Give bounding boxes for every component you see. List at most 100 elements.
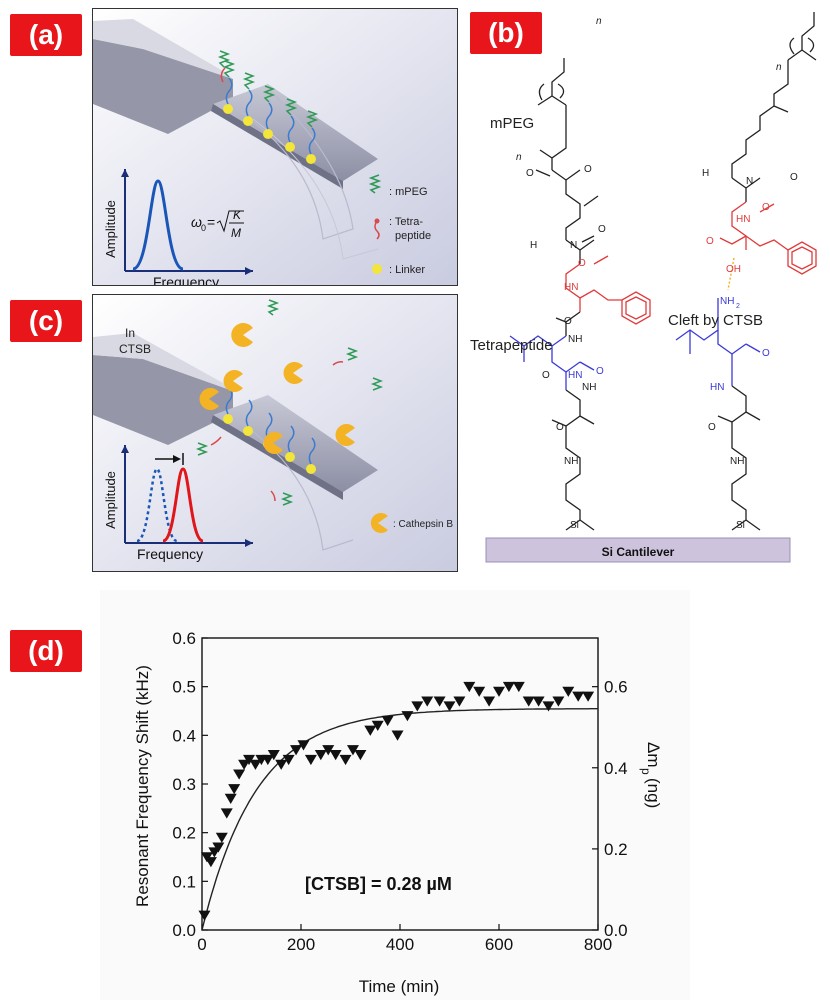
y2-tick-label: 0.4 <box>604 759 628 778</box>
cantilever-beam <box>213 84 378 181</box>
atom-o-blue-1: O <box>596 366 604 377</box>
panel-a-figure: Amplitude Frequency ω 0 = K M : mPEG : T… <box>93 9 457 285</box>
y2-tick-label: 0.0 <box>604 921 628 940</box>
data-point <box>354 750 367 761</box>
x-axis-label: Time (min) <box>359 977 440 996</box>
inset-graph-a <box>121 169 253 275</box>
y-tick-label: 0.1 <box>172 872 196 891</box>
right-leucine <box>675 298 761 386</box>
data-point <box>493 686 505 697</box>
legend-linker: : Linker <box>389 264 425 276</box>
atom-o-blue-2: O <box>762 348 770 359</box>
x-tick-label: 200 <box>287 935 315 954</box>
atom-o-7: O <box>556 422 564 433</box>
cathepsin-b-molecules <box>199 323 355 454</box>
data-point <box>346 745 359 756</box>
legend-a: : mPEG : Tetra- peptide : Linker <box>368 174 431 276</box>
legend-cathepsin: : Cathepsin B <box>393 519 453 530</box>
atom-n-1: N <box>570 240 577 251</box>
atom-h-2: H <box>702 168 709 179</box>
data-point <box>433 696 446 707</box>
data-point <box>220 808 233 819</box>
atom-n-repeat-right: n <box>776 62 782 73</box>
data-point <box>215 832 228 843</box>
data-point <box>421 696 434 707</box>
atom-o-2: O <box>584 164 592 175</box>
mpeg-icon <box>368 174 382 194</box>
atom-o-3: O <box>598 224 606 235</box>
formula-omega: ω <box>191 214 202 230</box>
original-peak <box>136 467 178 543</box>
data-point <box>453 696 466 707</box>
free-mpeg-1 <box>266 299 280 316</box>
cantilever-beam-side <box>211 104 343 189</box>
tetrapeptide-icon <box>374 220 380 240</box>
panel-label-d: (d) <box>10 630 82 672</box>
y-tick-label: 0.6 <box>172 629 196 648</box>
tetrapeptide-label: Tetrapeptide <box>470 337 553 354</box>
atom-o-4: O <box>790 172 798 183</box>
data-point <box>411 701 424 712</box>
cantilever-base-c <box>93 355 233 445</box>
formula-denominator: M <box>231 226 241 240</box>
y2-axis-label-sub: p <box>639 768 653 775</box>
atom-h-1: H <box>530 240 537 251</box>
in-label: In <box>125 326 135 340</box>
atom-nh-1: NH <box>582 382 596 393</box>
linker-icon <box>372 264 382 274</box>
left-leucine <box>509 335 595 390</box>
y-axis-label: Resonant Frequency Shift (kHz) <box>133 665 152 907</box>
data-point <box>314 750 327 761</box>
atom-hn-red-1: HN <box>564 282 578 293</box>
ctsb-label: CTSB <box>119 342 151 356</box>
cathepsin-legend-icon <box>370 513 388 533</box>
y-tick-label: 0.3 <box>172 775 196 794</box>
atom-o-5: O <box>542 370 550 381</box>
atom-oh-red: OH <box>726 264 741 275</box>
atom-hn-blue-1: HN <box>568 370 582 381</box>
atom-o-red-3: O <box>706 236 714 247</box>
atom-nh2-sub: 2 <box>736 303 740 310</box>
data-point <box>322 745 335 756</box>
x-tick-label: 400 <box>386 935 414 954</box>
fit-curve-group <box>201 708 598 931</box>
cathepsin-b-icon <box>231 323 253 347</box>
data-point <box>483 696 496 707</box>
data-point <box>329 750 342 761</box>
data-point <box>473 686 486 697</box>
chart-svg: 0 200 400 600 8000.00.10.20.30.40.50.60.00.2… <box>133 629 663 996</box>
atom-n-left: n <box>596 16 602 27</box>
data-point <box>290 745 303 756</box>
data-point <box>364 725 377 736</box>
data-point <box>463 681 476 693</box>
data-point <box>582 691 595 702</box>
cantilever-base-top-c <box>93 333 233 391</box>
atom-nh-4: NH <box>568 334 582 345</box>
data-point <box>522 696 535 707</box>
data-point <box>381 715 394 727</box>
shifted-peak <box>162 467 204 543</box>
right-phenylalanine <box>719 201 817 275</box>
data-point <box>502 681 515 693</box>
y2-axis-label-group: Δm p (ng) <box>639 742 663 808</box>
cantilever-beam-side-c <box>211 415 343 500</box>
atom-hn-blue-2: HN <box>710 382 724 393</box>
data-point <box>212 842 225 853</box>
data-point <box>391 730 404 741</box>
data-point <box>198 910 211 921</box>
y2-axis-label: Δm <box>644 742 663 768</box>
right-chain-black <box>731 12 817 202</box>
data-point <box>562 686 575 697</box>
amplitude-label-c: Amplitude <box>103 471 118 529</box>
atom-nh-2: NH <box>564 456 578 467</box>
y-tick-label: 0.4 <box>172 726 196 745</box>
data-point <box>224 793 237 804</box>
cantilever-base-top <box>93 19 233 79</box>
x-tick-label: 600 <box>485 935 513 954</box>
fit-curve <box>201 708 598 931</box>
panel-c-box: In CTSB Amplitude Frequency : Cathepsin … <box>92 294 458 572</box>
data-point <box>275 759 288 770</box>
resonance-peak <box>132 179 184 271</box>
right-linker <box>717 385 761 531</box>
atom-nh-3: NH <box>730 456 744 467</box>
